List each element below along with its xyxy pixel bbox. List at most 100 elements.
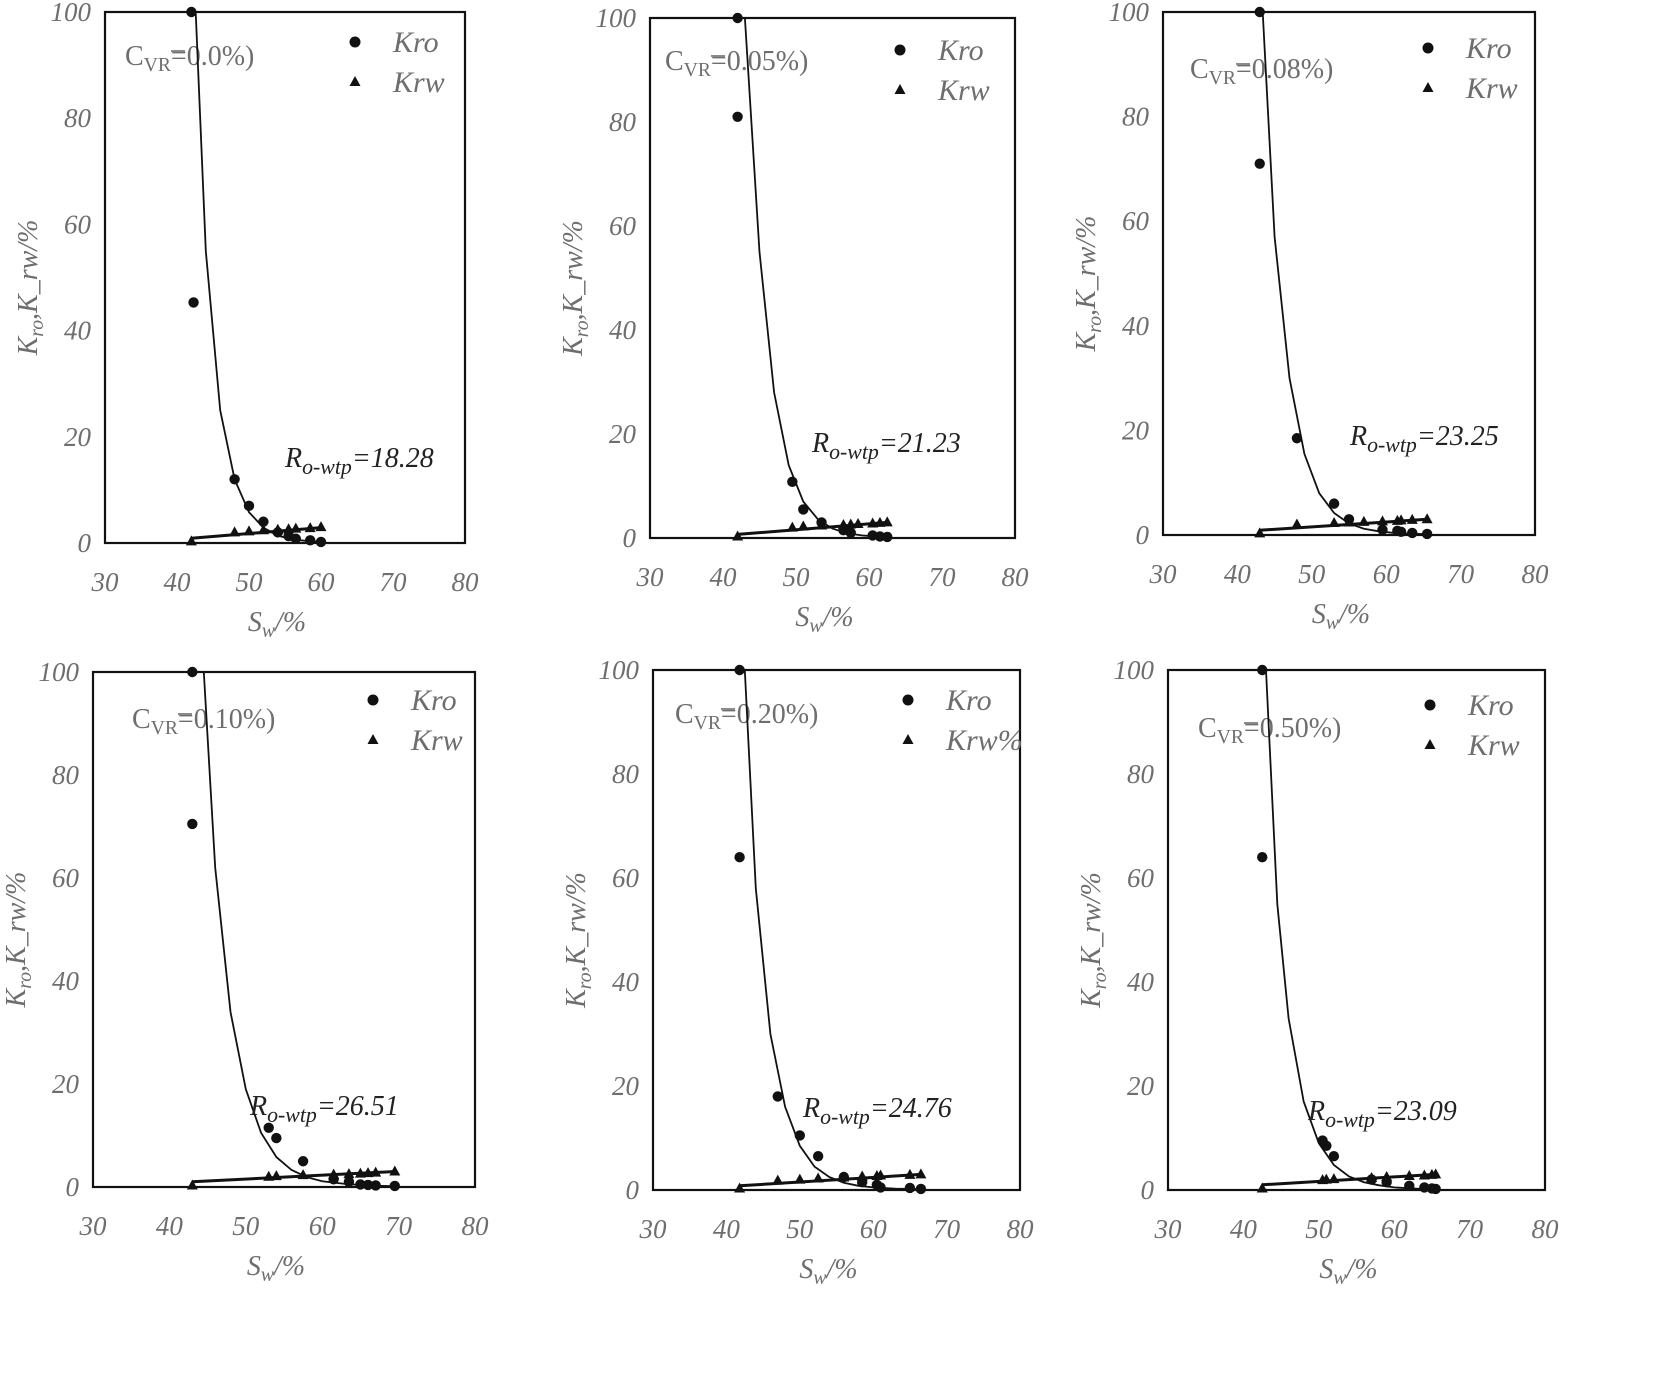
- y-tick-label: 20: [609, 419, 637, 449]
- r-owtp-annotation: Ro-wtp=23.09: [1307, 1096, 1457, 1132]
- x-tick-label: 70: [380, 567, 408, 597]
- krw-point: [881, 516, 893, 527]
- kro-point: [1328, 1151, 1340, 1162]
- r-owtp-annotation: Ro-wtp=26.51: [249, 1091, 399, 1127]
- x-tick-label: 40: [1224, 559, 1252, 589]
- kro-point: [734, 852, 745, 863]
- y-axis-label: Kro,K_rw/%: [1071, 216, 1106, 353]
- y-tick-label: 0: [78, 528, 92, 558]
- krw-fit-line: [739, 1172, 921, 1188]
- krw-fit-line: [191, 526, 322, 540]
- condition-label: CVR=0.05%): [665, 46, 808, 81]
- krw-point: [362, 1167, 374, 1178]
- x-tick-label: 70: [929, 562, 957, 592]
- y-tick-label: 80: [1127, 759, 1155, 789]
- x-tick-label: 50: [1298, 559, 1326, 589]
- krw-point: [732, 530, 744, 541]
- plot-frame: [103, 10, 467, 545]
- legend-krw-marker: [1422, 82, 1434, 92]
- y-tick-label: 20: [1122, 415, 1150, 445]
- krw-point: [797, 520, 809, 531]
- krw-point: [389, 1165, 401, 1176]
- krw-point: [1328, 1173, 1340, 1184]
- krw-point: [794, 1173, 806, 1184]
- kro-point: [271, 1132, 282, 1144]
- kro-point: [1257, 852, 1268, 863]
- krw-point: [290, 522, 302, 533]
- krw-point: [1421, 513, 1433, 524]
- x-tick-label: 80: [1532, 1214, 1560, 1244]
- krw-point: [874, 516, 886, 527]
- x-tick-label: 60: [309, 1211, 337, 1241]
- krw-point: [904, 1168, 916, 1179]
- krw-point: [229, 526, 241, 537]
- kro-point: [1328, 498, 1340, 509]
- krw-point: [845, 518, 857, 529]
- y-tick-label: 0: [626, 1175, 640, 1205]
- x-tick-label: 80: [1007, 1214, 1035, 1244]
- x-tick-label: 70: [933, 1214, 961, 1244]
- kro-point: [787, 476, 798, 488]
- kro-point: [772, 1091, 783, 1102]
- legend-kro-label: Kro: [392, 26, 439, 59]
- legend: Kro Krw: [349, 26, 445, 99]
- y-tick-label: 80: [64, 103, 92, 133]
- x-tick-label: 30: [636, 562, 665, 592]
- x-tick-label: 80: [1002, 562, 1030, 592]
- x-tick-label: 70: [1456, 1214, 1484, 1244]
- y-tick-label: 20: [612, 1071, 640, 1101]
- r-owtp-annotation: Ro-wtp=21.23: [811, 428, 961, 464]
- legend-kro-label: Kro: [937, 34, 984, 67]
- y-tick-label: 60: [612, 863, 640, 893]
- y-axis-label: Kro,K_rw/%: [1076, 872, 1111, 1009]
- krw-fit-line: [737, 520, 888, 536]
- krw-point: [786, 521, 798, 532]
- legend-kro-label: Kro: [945, 684, 992, 717]
- x-tick-label: 60: [1373, 559, 1401, 589]
- legend: Kro Krw: [367, 684, 463, 757]
- legend-krw-marker: [1424, 739, 1436, 749]
- condition-label: CVR=0.0%): [125, 41, 254, 76]
- kro-point: [186, 6, 197, 18]
- legend-krw-label: Krw%: [945, 724, 1023, 757]
- krw-point: [1358, 515, 1370, 526]
- y-tick-label: 100: [599, 655, 640, 685]
- kro-point: [1404, 1180, 1415, 1192]
- y-tick-label: 60: [64, 209, 92, 239]
- chart-panel-4: 30 40 50 60 70 80 0 20 40 60 80 100 Sw/% Kro,K_rw/% CV…: [1, 657, 489, 1286]
- x-axis-label: Sw/%: [248, 607, 306, 642]
- kro-point: [1395, 526, 1407, 538]
- y-tick-label: 80: [1122, 102, 1150, 132]
- kro-point: [343, 1176, 355, 1188]
- kro-point: [229, 474, 240, 485]
- y-axis-label: Kro,K_rw/%: [13, 220, 48, 357]
- krw-point: [263, 1170, 275, 1181]
- legend-kro-marker: [1424, 699, 1436, 711]
- chart-panel-6: 30 40 50 60 70 80 0 20 40 60 80 100 Sw/% Kro,K_rw/% CV…: [1076, 655, 1559, 1289]
- kro-point: [732, 12, 743, 24]
- legend: Kro Krw: [1422, 32, 1518, 105]
- kro-fit-curve: [1265, 669, 1436, 1191]
- plot-frame: [648, 16, 1017, 540]
- y-tick-label: 0: [1136, 520, 1150, 550]
- legend: Kro Krw: [1424, 689, 1520, 762]
- kro-point: [798, 504, 809, 515]
- x-tick-label: 60: [1381, 1214, 1409, 1244]
- legend-krw-marker: [902, 734, 914, 744]
- kro-point: [812, 1151, 824, 1162]
- kro-point: [243, 500, 255, 512]
- y-tick-label: 40: [1127, 967, 1155, 997]
- kro-point: [370, 1180, 381, 1191]
- r-owtp-annotation: Ro-wtp=23.25: [1349, 421, 1499, 457]
- condition-label: CVR=0.50%): [1198, 713, 1341, 748]
- x-axis-label: Sw/%: [247, 1251, 305, 1286]
- x-axis-label: Sw/%: [1319, 1254, 1377, 1289]
- krw-point: [243, 525, 255, 536]
- legend-krw-label: Krw: [1467, 729, 1520, 762]
- y-tick-label: 60: [52, 863, 80, 893]
- chart-panel-5: 30 40 50 60 70 80 0 20 40 60 80 100 Sw/% Kro,K_rw/% CV…: [561, 655, 1034, 1289]
- krw-point: [837, 519, 849, 529]
- x-tick-label: 70: [385, 1211, 413, 1241]
- krw-point: [915, 1168, 927, 1179]
